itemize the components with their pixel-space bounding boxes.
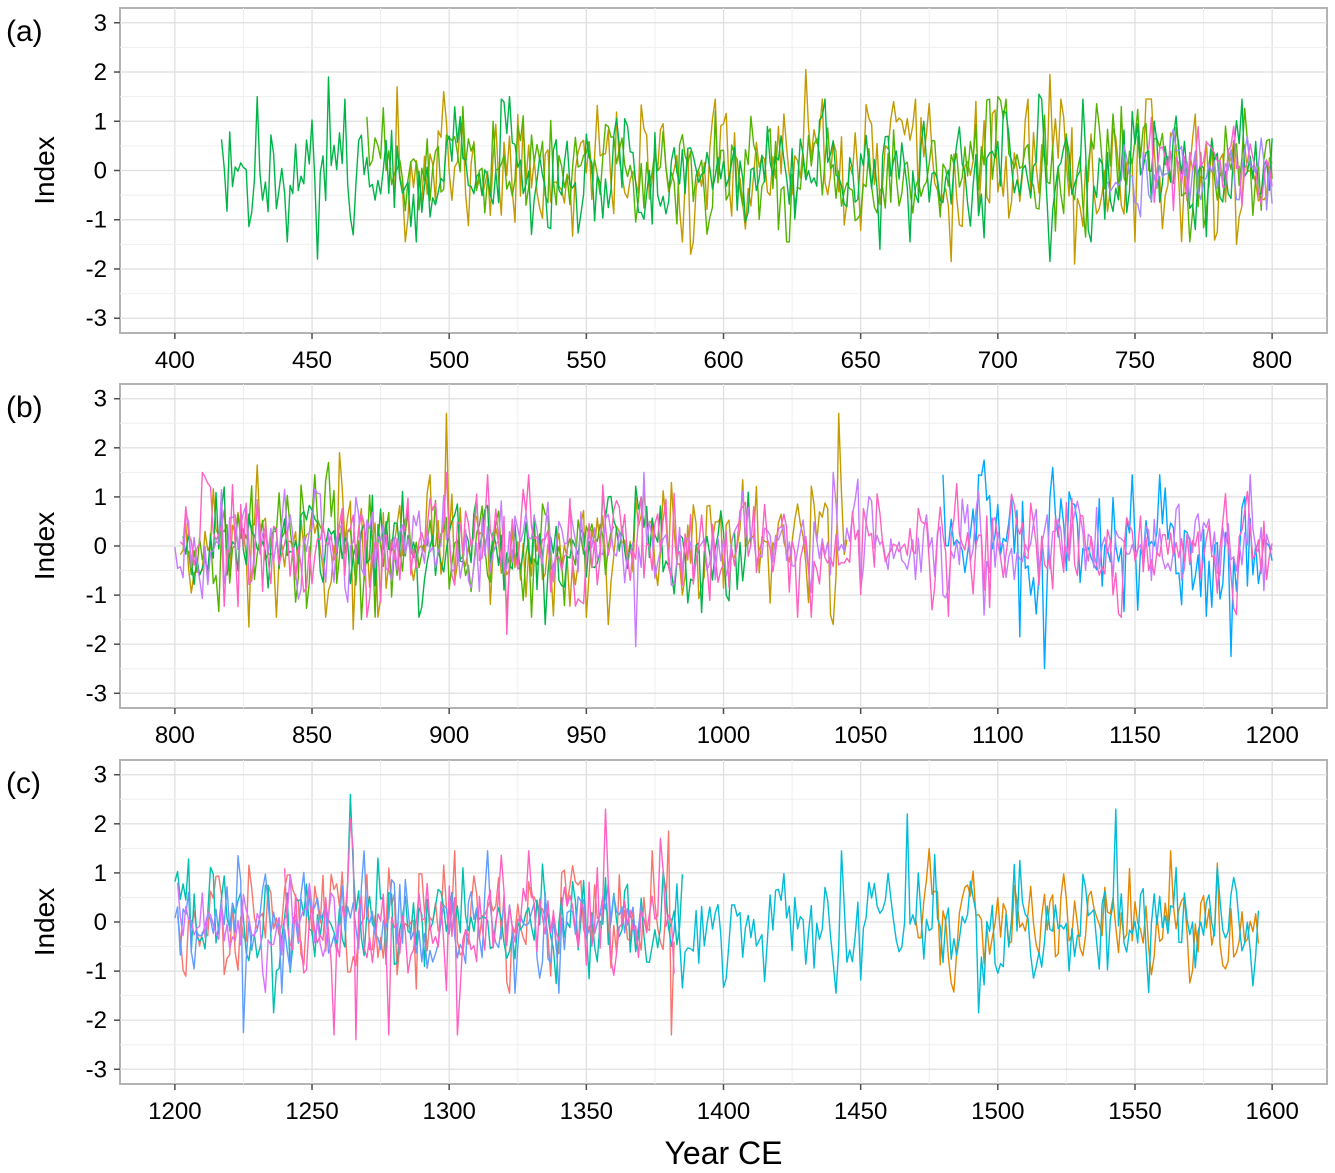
x-tick-label: 850 [292,722,332,749]
x-tick-label: 800 [155,722,195,749]
x-tick-label: 1550 [1108,1098,1161,1125]
x-axis-title: Year CE [665,1135,783,1171]
y-tick-label: 2 [94,59,107,86]
y-tick-label: -3 [86,1056,107,1083]
panel-b-series-line-6 [179,471,1273,636]
panel-b-series-line-4 [942,459,1273,670]
panel-c-series [174,793,1260,1041]
panel-b: 800 850 900 950 1000 1050 1100 1150 1200 -3 -2 -1 0 1… [6,383,1328,749]
x-tick-label: 1300 [422,1098,475,1125]
x-tick-label: 900 [429,722,469,749]
panel-c-series-line-2 [914,847,1260,993]
panel-c-series-line-7 [283,808,675,1041]
y-tick-label: -2 [86,631,107,658]
panel-c-series-line-5 [174,850,642,1034]
x-tick-label: 1200 [148,1098,201,1125]
panel-b-series-line-5 [174,471,1273,648]
y-tick-label: 3 [94,762,107,789]
panel-c-grid [120,760,1327,1084]
y-tick-label: 3 [94,10,107,37]
panel-c-y-axis-title: Index [29,888,60,957]
panel-c-label: (c) [6,767,41,800]
x-tick-label: 1050 [834,722,887,749]
x-tick-label: 1350 [560,1098,613,1125]
x-tick-label: 1150 [1109,722,1161,749]
y-tick-label: -3 [86,305,107,332]
x-tick-label: 600 [703,347,743,374]
y-tick-label: -3 [86,680,107,707]
x-tick-label: 1100 [972,722,1024,749]
x-tick-label: 400 [155,347,195,374]
y-tick-label: 2 [94,435,107,462]
panel-a-series-line-2 [366,95,1273,243]
panel-b-label: (b) [6,391,43,424]
panel-c-series-line-4 [667,808,1260,1014]
y-tick-label: 2 [94,811,107,838]
panel-a-series-line-3 [220,76,1273,263]
panel-c: 1200 1250 1300 1350 1400 1450 1500 1550 1600 -3 -2… [6,759,1328,1171]
x-tick-label: 1200 [1245,722,1298,749]
x-tick-label: 1600 [1245,1098,1298,1125]
x-tick-label: 650 [841,347,881,374]
panel-a-ticks: 400 450 500 550 600 650 700 750 800 -3 -2 -1 0 1 2 3 [86,10,1293,374]
panel-a-series [220,68,1273,265]
x-tick-label: 450 [292,347,332,374]
x-tick-label: 1250 [285,1098,338,1125]
x-tick-label: 950 [566,722,606,749]
x-tick-label: 1000 [697,722,750,749]
x-tick-label: 700 [978,347,1018,374]
y-tick-label: 0 [94,158,107,185]
panel-a-series-line-4 [1106,128,1273,218]
y-tick-label: 3 [94,386,107,413]
panel-b-y-axis-title: Index [29,512,60,581]
panel-a-label: (a) [6,15,43,48]
x-tick-label: 1500 [971,1098,1024,1125]
panel-a-series-line-5 [1148,116,1273,212]
y-tick-label: 0 [94,909,107,936]
panel-b-series [174,412,1273,670]
y-tick-label: -1 [86,582,107,609]
x-tick-label: 1400 [697,1098,750,1125]
x-tick-label: 550 [566,347,606,374]
y-tick-label: -2 [86,256,107,283]
y-tick-label: 0 [94,533,107,560]
x-tick-label: 800 [1252,347,1292,374]
x-tick-label: 500 [429,347,469,374]
y-tick-label: -1 [86,958,107,985]
panel-a: 400 450 500 550 600 650 700 750 800 -3 -2 -1 0 1 2 3 (a… [6,7,1328,374]
y-tick-label: 1 [94,860,107,887]
y-tick-label: -2 [86,1007,107,1034]
panel-b-ticks: 800 850 900 950 1000 1050 1100 1150 1200 -3 -2 -1 0 1… [86,386,1299,749]
y-tick-label: 1 [94,108,107,135]
panel-a-grid [120,8,1327,333]
y-tick-label: 1 [94,484,107,511]
panel-a-y-axis-title: Index [29,136,60,205]
y-tick-label: -1 [86,207,107,234]
x-tick-label: 1450 [834,1098,887,1125]
x-tick-label: 750 [1115,347,1155,374]
panel-c-ticks: 1200 1250 1300 1350 1400 1450 1500 1550 1600 -3 -2… [86,762,1299,1125]
